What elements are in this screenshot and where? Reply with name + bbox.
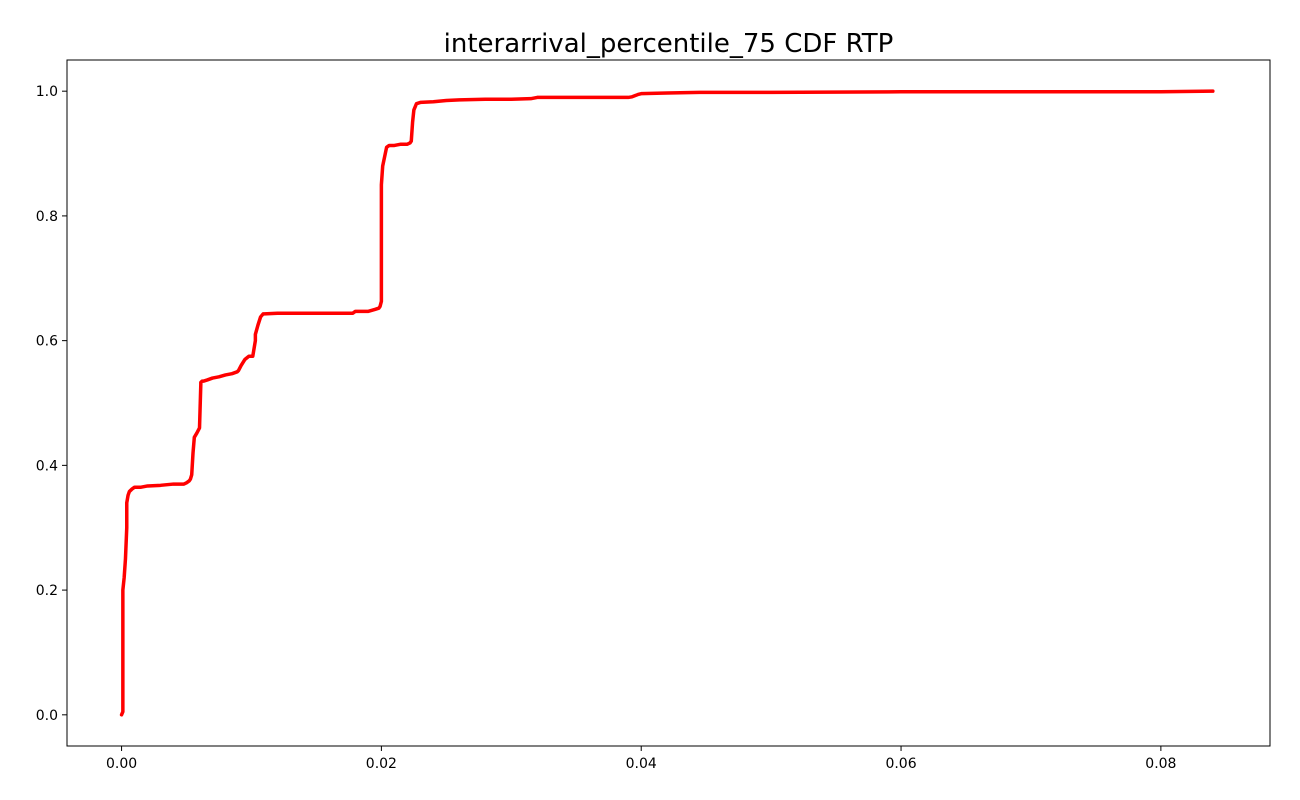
y-tick-label: 0.6 xyxy=(36,334,58,350)
cdf-series-line xyxy=(119,89,1215,717)
x-tick-label: 0.04 xyxy=(626,756,657,772)
plot-area xyxy=(119,89,1215,717)
chart-title: interarrival_percentile_75 CDF RTP xyxy=(444,29,894,59)
y-tick-label: 0.2 xyxy=(36,583,58,599)
x-tick-label: 0.02 xyxy=(366,756,397,772)
x-axis: 0.00 0.02 0.04 0.06 0.08 xyxy=(106,746,1176,772)
plot-frame xyxy=(66,59,1271,747)
y-axis: 0.0 0.2 0.4 0.6 0.8 1.0 xyxy=(36,84,67,724)
y-tick-label: 0.8 xyxy=(36,209,58,225)
x-tick-label: 0.08 xyxy=(1145,756,1176,772)
x-tick-label: 0.00 xyxy=(106,756,137,772)
x-tick-label: 0.06 xyxy=(885,756,916,772)
y-tick-label: 1.0 xyxy=(36,84,58,100)
y-tick-label: 0.4 xyxy=(36,458,58,474)
y-tick-label: 0.0 xyxy=(36,708,58,724)
